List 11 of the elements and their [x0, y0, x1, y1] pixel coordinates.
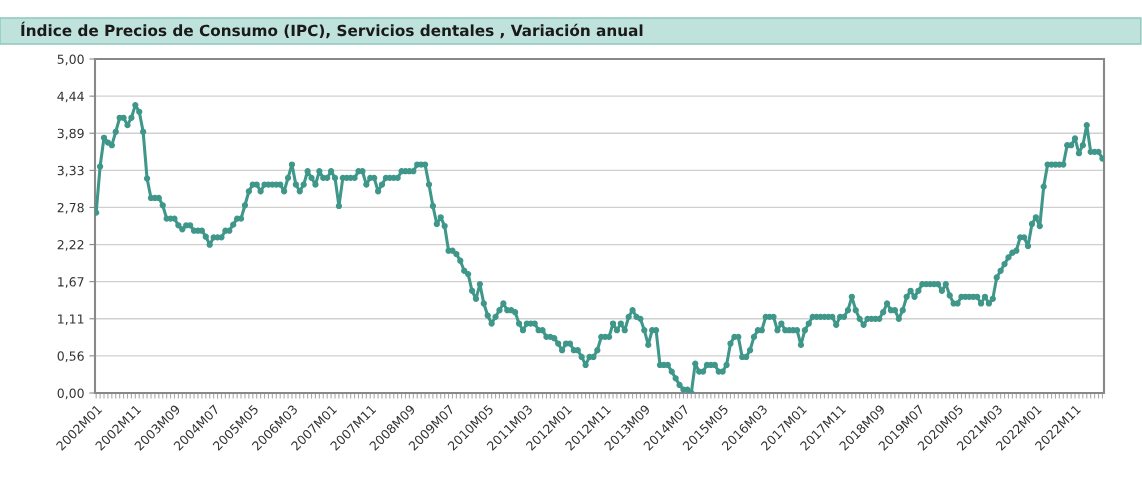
y-tick-label: 2,22 [57, 240, 84, 251]
y-tick-label: 5,00 [57, 54, 84, 66]
chart-title: Índice de Precios de Consumo (IPC), Servicios dentales , Variación anual [21, 21, 643, 39]
y-tick-label: 3,89 [57, 128, 84, 140]
y-tick-label: 0,56 [57, 351, 84, 363]
y-tick-label: 0,00 [57, 388, 84, 400]
y-tick-label: 2,78 [57, 202, 84, 214]
y-tick-label: 1,67 [58, 277, 84, 288]
y-tick-label: 3,33 [57, 165, 84, 177]
y-tick-label: 4,44 [57, 91, 84, 103]
y-tick-label: 1,11 [58, 314, 84, 325]
